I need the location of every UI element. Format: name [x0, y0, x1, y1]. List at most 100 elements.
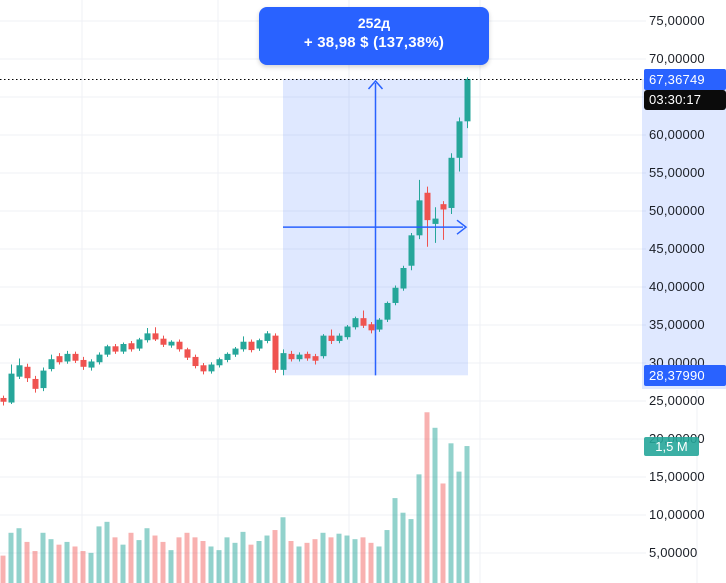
volume-bar	[160, 541, 166, 583]
measure-start-price-badge: 28,37990	[644, 364, 726, 386]
candle	[432, 207, 439, 243]
volume-bar	[464, 446, 470, 583]
candle	[88, 359, 95, 371]
candle	[72, 351, 79, 363]
measure-right-arrowhead	[456, 219, 468, 235]
candle	[96, 352, 103, 365]
candle	[464, 77, 471, 129]
volume-bar	[280, 517, 286, 583]
candle	[456, 117, 463, 172]
candle	[112, 344, 119, 354]
volume-bar	[32, 551, 38, 583]
candle	[256, 338, 263, 351]
measure-arrows	[283, 79, 468, 376]
price-tick-label: 15,00000	[649, 469, 705, 484]
volume-bar	[392, 498, 398, 583]
volume-bar	[8, 532, 14, 583]
volume-bar	[368, 542, 374, 583]
volume-bar	[448, 443, 454, 583]
candle	[8, 364, 15, 405]
volume-bar	[136, 540, 142, 583]
price-tick-label: 25,00000	[649, 393, 705, 408]
volume-bar	[400, 512, 406, 583]
candle	[440, 201, 447, 240]
candle	[224, 352, 231, 363]
price-tick-label: 45,00000	[649, 241, 705, 256]
volume-bar	[304, 542, 310, 583]
candle	[448, 153, 455, 215]
volume-bar	[184, 532, 190, 583]
volume-bar	[432, 427, 438, 583]
volume-bar	[128, 532, 134, 583]
volume-bar	[120, 544, 126, 583]
volume-bar	[456, 471, 462, 583]
candle	[120, 342, 127, 354]
volume-bar	[272, 530, 278, 583]
candle	[424, 186, 431, 247]
volume-bar	[64, 541, 70, 583]
volume-bar	[256, 541, 262, 583]
candle	[288, 350, 295, 362]
candle	[384, 301, 391, 322]
volume-bar	[104, 521, 110, 583]
candle	[400, 265, 407, 291]
volume-bar	[144, 528, 150, 583]
volume-bar	[192, 537, 198, 583]
price-tick-label: 60,00000	[649, 127, 705, 142]
candle	[176, 339, 183, 352]
candle	[272, 333, 279, 373]
price-tick-label: 50,00000	[649, 203, 705, 218]
volume-bar	[264, 535, 270, 583]
grid-layer	[0, 0, 698, 583]
candle	[320, 334, 327, 359]
candle	[192, 354, 199, 369]
countdown-badge: 03:30:17	[644, 89, 726, 110]
candle	[160, 335, 167, 348]
measure-days-label: 252д	[357, 15, 391, 31]
volume-bar	[112, 537, 118, 583]
volume-bar	[352, 539, 358, 583]
candle	[80, 356, 87, 370]
volume-bar	[376, 546, 382, 583]
volume-bar	[88, 552, 94, 583]
volume-badge: 1,5 M	[644, 437, 699, 456]
measure-axis-highlight	[642, 79, 726, 390]
candle	[32, 375, 39, 393]
candle	[48, 354, 55, 372]
volume-bar	[344, 535, 350, 583]
candle	[264, 331, 271, 344]
price-tick-label: 10,00000	[649, 507, 705, 522]
candle	[240, 336, 247, 352]
candle	[128, 340, 135, 352]
volume-bar	[328, 537, 334, 583]
candle	[144, 328, 151, 343]
measure-tooltip[interactable]: 252д + 38,98 $ (137,38%)	[259, 7, 489, 65]
measure-change-label: + 38,98 $ (137,38%)	[303, 34, 445, 51]
price-tick-label: 75,00000	[649, 13, 705, 28]
candle	[376, 318, 383, 332]
volume-bar	[240, 531, 246, 583]
candle	[304, 351, 311, 361]
volume-bar	[216, 550, 222, 583]
volume-bar	[16, 528, 22, 583]
candle	[232, 347, 239, 357]
volume-bar	[0, 555, 6, 583]
candle	[200, 363, 207, 375]
candle	[104, 344, 111, 357]
volume-bar	[248, 544, 254, 583]
candle	[208, 362, 215, 374]
measure-up-arrowhead	[367, 79, 384, 90]
volume-bar	[416, 474, 422, 583]
candle	[152, 327, 159, 341]
candle	[368, 321, 375, 334]
candle	[280, 349, 287, 376]
candle	[408, 233, 415, 271]
volume-bar	[224, 537, 230, 583]
volume-bar	[48, 539, 54, 583]
volume-bar	[200, 541, 206, 583]
candle	[40, 367, 47, 392]
price-axis[interactable]: 75,00000 70,00000 60,00000 55,00000 50,00000…	[640, 0, 726, 583]
volume-bar	[360, 537, 366, 583]
